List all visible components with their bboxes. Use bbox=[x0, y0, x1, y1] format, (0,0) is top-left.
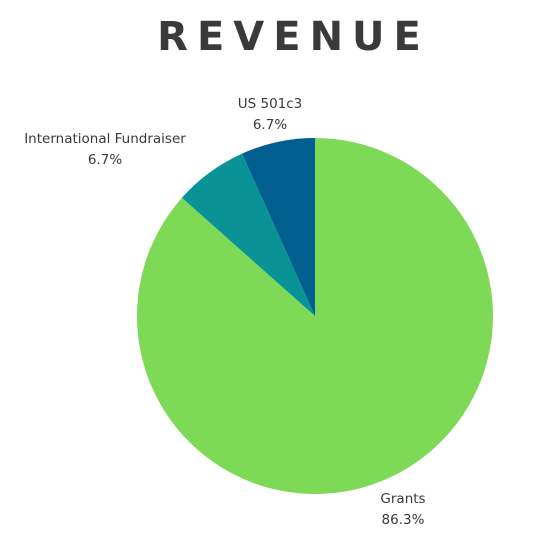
pie-labels: Grants 86.3% International Fundraiser 6.… bbox=[24, 96, 425, 528]
slice-value-international-fundraiser: 6.7% bbox=[88, 152, 122, 168]
pie-slice-us-501c3 bbox=[242, 138, 315, 316]
pie-slices bbox=[137, 138, 494, 494]
chart-title: REVENUE bbox=[157, 14, 430, 60]
slice-value-us-501c3: 6.7% bbox=[253, 117, 287, 133]
slice-label-us-501c3: US 501c3 bbox=[238, 96, 303, 112]
pie-slice-international-fundraiser bbox=[181, 153, 315, 316]
pie-slice-grants bbox=[137, 138, 494, 494]
slice-label-international-fundraiser: International Fundraiser bbox=[24, 131, 186, 147]
slice-value-grants: 86.3% bbox=[382, 512, 425, 528]
slice-label-grants: Grants bbox=[380, 491, 425, 507]
